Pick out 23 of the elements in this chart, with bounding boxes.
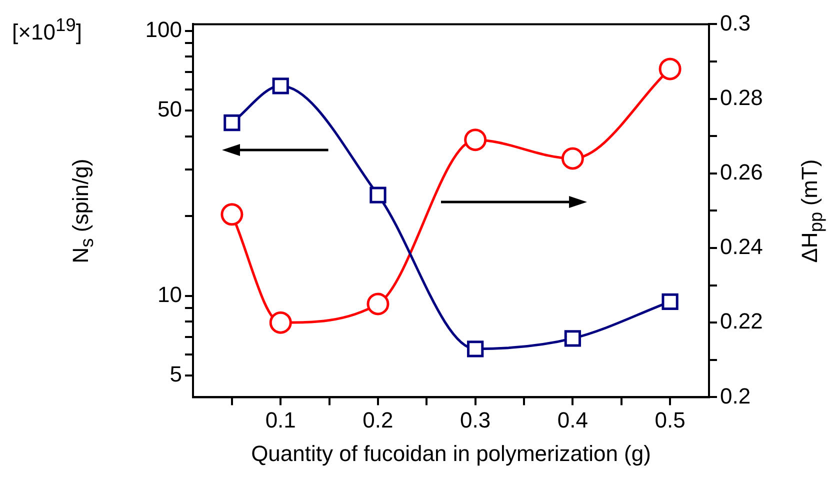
x-axis-title: Quantity of fucoidan in polymerization (g) [251, 440, 651, 466]
y2-tick-label: 0.2 [720, 383, 751, 408]
y-tick-label: 100 [145, 16, 182, 42]
y2-tick-label: 0.3 [720, 10, 751, 36]
point [224, 114, 240, 132]
point [662, 293, 678, 310]
x-tick-label: 0.2 [362, 407, 394, 432]
y-tick-label: 5 [170, 362, 182, 387]
y2-tick-label: 0.24 [720, 234, 763, 260]
x-tick-label: 0.5 [654, 407, 686, 432]
y2-tick-label: 0.26 [720, 159, 763, 184]
y2-tick-label: 0.28 [720, 84, 763, 110]
point [370, 186, 386, 204]
point [272, 78, 289, 94]
x-tick-label: 0.1 [265, 407, 296, 432]
point [564, 330, 582, 347]
y-tick-label: 10 [158, 282, 182, 307]
text: [×10$^{19}$] [12, 14, 82, 46]
x-tick-label: 0.4 [557, 407, 588, 432]
point [467, 340, 484, 358]
x-tick-label: 0.3 [460, 407, 491, 432]
y2-tick-label: 0.22 [720, 308, 763, 334]
y-tick-label: 50 [158, 96, 182, 122]
